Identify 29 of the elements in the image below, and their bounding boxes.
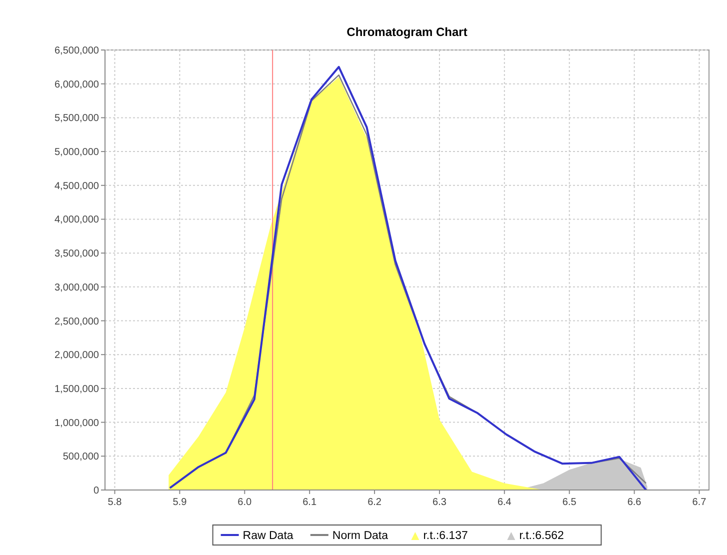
y-tick-label: 2,500,000 [54,316,100,328]
y-tick-label: 5,000,000 [54,147,100,158]
x-tick-label: 6.5 [562,497,577,508]
legend-label: Norm Data [332,530,389,542]
y-tick-label: 6,500,000 [54,46,100,56]
chart-title: Chromatogram Chart [346,25,468,39]
legend-label: r.t.:6.137 [423,530,468,542]
legend-label: r.t.:6.562 [519,530,564,542]
y-tick-label: 500,000 [62,452,100,463]
x-tick-label: 6.4 [497,497,512,508]
x-tick-label: 5.8 [108,497,122,508]
y-tick-label: 5,500,000 [54,113,100,124]
y-tick-label: 4,000,000 [54,214,100,226]
x-tick-label: 6.2 [368,497,382,508]
y-tick-label: 1,500,000 [54,384,100,395]
x-tick-label: 6.6 [627,497,642,508]
y-tick-label: 6,000,000 [54,79,100,90]
x-tick-label: 5.9 [172,497,188,508]
legend-label: Raw Data [242,530,294,542]
y-tick-label: 4,500,000 [54,180,100,192]
y-tick-label: 1,000,000 [54,418,100,429]
x-tick-label: 6.3 [432,497,447,508]
y-tick-label: 2,000,000 [54,350,100,362]
y-tick-label: 0 [93,486,100,496]
y-tick-label: 3,500,000 [54,248,100,260]
x-tick-label: 6.0 [238,497,252,508]
x-tick-label: 6.7 [692,497,707,508]
y-tick-label: 3,000,000 [54,282,100,294]
x-tick-label: 6.1 [302,497,317,508]
